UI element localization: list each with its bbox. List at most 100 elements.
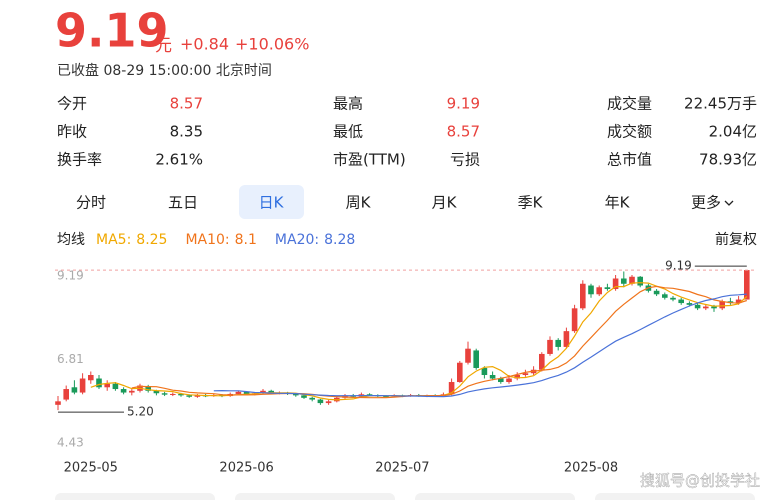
candle-body (104, 383, 110, 388)
candle-body (112, 383, 119, 390)
card (415, 493, 575, 500)
x-tick-label: 2025-05 (64, 461, 118, 476)
stat-label: 最低 (333, 123, 363, 141)
stat-label: 成交额 (607, 123, 652, 141)
x-tick-label: 2025-06 (219, 461, 273, 476)
ma-name: MA10: (185, 232, 229, 248)
candle-body (670, 297, 676, 300)
active-tab-bg (239, 185, 304, 219)
candle-body (555, 339, 561, 347)
candle-body (153, 390, 160, 394)
ma-line (213, 293, 747, 398)
ma-legend-label: 均线 (57, 232, 85, 248)
candle-body (522, 373, 529, 376)
candle-body (539, 353, 545, 370)
candle-body (629, 276, 635, 284)
candle-body (506, 378, 512, 383)
candle-body (129, 390, 135, 393)
candle-body (678, 299, 684, 304)
candle-body (703, 306, 709, 309)
card (55, 493, 215, 500)
x-tick-label: 2025-08 (564, 461, 618, 476)
tab[interactable]: 季K (518, 194, 544, 212)
tab[interactable]: 五日 (168, 194, 198, 212)
tab[interactable]: 月K (432, 194, 458, 212)
candle-body (170, 393, 176, 395)
adjust-mode[interactable]: 前复权 (715, 231, 757, 248)
stat-value: 78.93亿 (699, 151, 757, 169)
stat-value: 8.35 (170, 123, 203, 141)
max-label: 9.19 (665, 259, 692, 273)
candle-body (465, 348, 471, 363)
candle-body (457, 362, 463, 383)
candle-body (514, 375, 520, 379)
watermark: 搜狐号@创投学社 (640, 472, 760, 490)
tab[interactable]: 周K (346, 194, 372, 212)
more-chevron[interactable] (724, 200, 734, 206)
ma-line (131, 285, 747, 399)
candle-body (588, 285, 594, 295)
min-label: 5.20 (127, 405, 154, 419)
candle-body (744, 270, 750, 300)
candle-body (735, 299, 742, 304)
candle-body (293, 393, 299, 396)
candle-body (145, 386, 151, 391)
candle-body (448, 382, 455, 395)
stat-value: 8.57 (447, 123, 480, 141)
price: 9.19 (55, 4, 169, 58)
candle-body (653, 290, 660, 295)
candle-body (120, 389, 127, 393)
candle-body (563, 331, 570, 347)
tab[interactable]: 日K (259, 194, 285, 212)
candle-body (309, 397, 315, 400)
candle-body (547, 339, 553, 354)
candle-body (79, 378, 86, 393)
y-tick-label: 6.81 (57, 352, 84, 366)
candle-body (243, 391, 250, 395)
candle-body (96, 378, 102, 388)
candle-body (596, 287, 602, 295)
stat-value: 22.45万手 (684, 95, 757, 113)
stat-label: 总市值 (607, 151, 652, 169)
y-tick-label: 9.19 (57, 269, 84, 283)
stat-value: 9.19 (447, 95, 480, 113)
market-status: 已收盘 08-29 15:00:00 北京时间 (57, 62, 272, 79)
ma-value: 8.1 (235, 232, 257, 248)
candle-body (161, 393, 168, 395)
candle-body (366, 394, 373, 396)
candle-body (235, 391, 242, 394)
ma-name: MA5: (96, 232, 131, 248)
stat-value: 亏损 (450, 151, 480, 169)
ma-value: 8.28 (324, 232, 355, 248)
candle-body (268, 390, 274, 394)
stat-label: 昨收 (57, 123, 87, 141)
stat-value: 2.04亿 (709, 123, 757, 141)
candle-body (580, 283, 586, 309)
card (595, 493, 755, 500)
candle-body (178, 393, 184, 396)
candle-body (473, 350, 479, 368)
candle-body (55, 401, 61, 405)
stat-label: 成交量 (607, 95, 652, 113)
tab[interactable]: 年K (605, 194, 631, 212)
candle-body (186, 395, 192, 397)
tab[interactable]: 更多 (691, 194, 721, 212)
candle-body (571, 308, 578, 332)
candle-body (694, 304, 701, 309)
candle-body (719, 301, 725, 309)
candle-body (325, 401, 332, 404)
price-change-pct: +10.06% (235, 35, 309, 54)
candle-body (63, 389, 69, 400)
candle-body (481, 367, 488, 376)
candle-body (637, 276, 643, 286)
price-unit: 元 (155, 36, 172, 56)
candle-body (317, 399, 324, 404)
candle-body (489, 375, 496, 379)
tab[interactable]: 分时 (76, 194, 106, 212)
price-change: +0.84 (180, 35, 229, 54)
ma-name: MA20: (275, 232, 319, 248)
candle-body (621, 278, 627, 284)
candle-body (71, 387, 78, 393)
